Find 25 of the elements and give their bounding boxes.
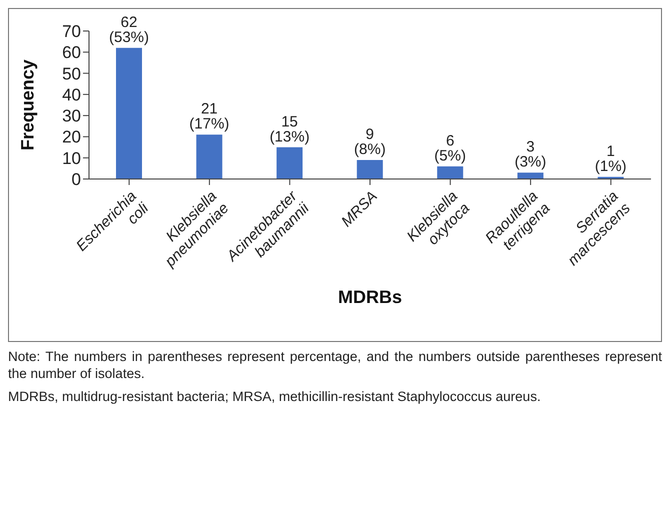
- bar: [116, 48, 142, 179]
- y-tick-label: 70: [62, 22, 81, 42]
- data-label: 1 (1%): [594, 142, 627, 175]
- y-tick-label: 50: [62, 64, 81, 84]
- y-tick-label: 0: [72, 170, 81, 190]
- data-label: 62 (53%): [108, 14, 150, 46]
- y-tick-label: 20: [62, 128, 81, 147]
- y-tick-label: 30: [62, 106, 81, 126]
- data-label: 6 (5%): [434, 132, 466, 164]
- x-axis-title: MDRBs: [338, 287, 402, 307]
- bar: [437, 166, 464, 179]
- data-label: 9 (8%): [354, 126, 386, 158]
- bar: [517, 172, 544, 179]
- y-tick-label: 40: [62, 85, 81, 104]
- bar: [196, 134, 222, 179]
- text: MDRBs, multidrug-resistant bacteria; MRSA, methicillin-resistant Staphylococcus aureus.: [8, 388, 542, 405]
- y-tick-label: 10: [62, 148, 81, 168]
- y-tick-label: 60: [62, 43, 81, 62]
- bar: [356, 160, 383, 179]
- y-axis-title: Frequency: [17, 59, 38, 151]
- text: Note: The numbers in parentheses represent percentage, and the numbers outside parentheses represent the number of isolates.: [8, 348, 662, 382]
- data-label: 15 (13%): [270, 113, 310, 146]
- data-label: 3 (3%): [514, 138, 546, 171]
- bar: [276, 147, 303, 179]
- data-label: 21 (17%): [189, 100, 230, 133]
